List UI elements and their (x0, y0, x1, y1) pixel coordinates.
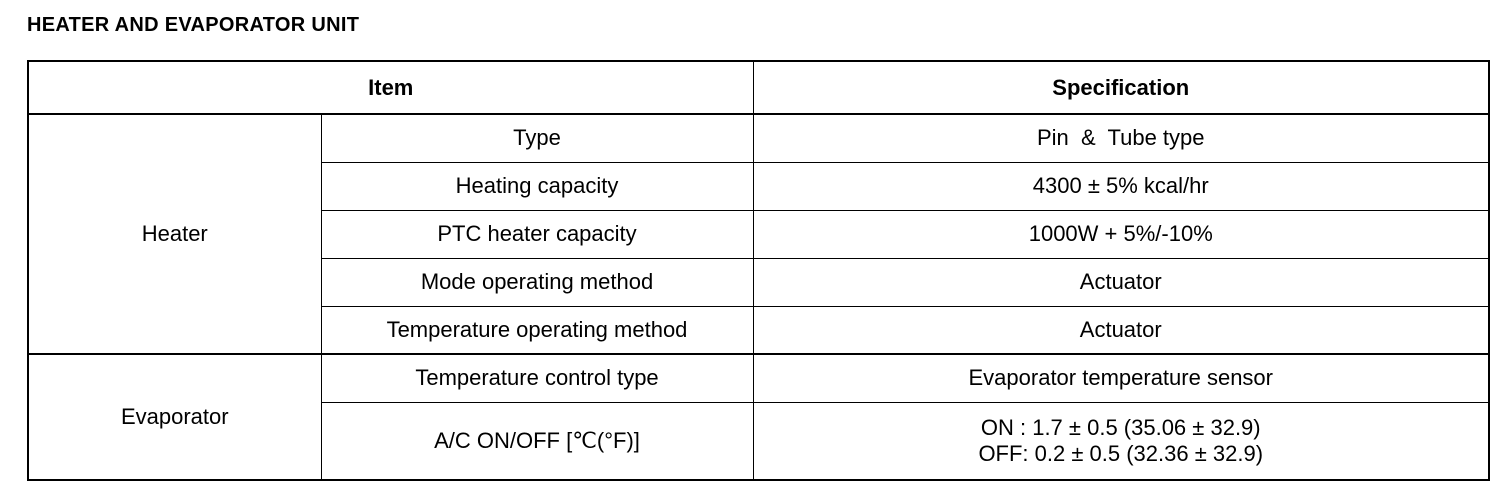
section-title: HEATER AND EVAPORATOR UNIT (27, 14, 360, 36)
item-cell: Temperature control type (320, 353, 754, 403)
item-cell: Heating capacity (320, 161, 754, 211)
item-cell: Type (320, 113, 754, 163)
table-row: Mode operating method Actuator (28, 257, 1490, 307)
group-evaporator: Evaporator (27, 353, 322, 481)
spec-cell: 4300 ± 5% kcal/hr (752, 161, 1490, 211)
item-cell: A/C ON/OFF [℃(°F)] (320, 401, 754, 481)
item-cell: PTC heater capacity (320, 209, 754, 259)
header-item: Item (27, 60, 754, 115)
table-row: A/C ON/OFF [℃(°F)] ON : 1.7 ± 0.5 (35.06… (28, 401, 1490, 481)
spec-line-on: ON : 1.7 ± 0.5 (35.06 ± 32.9) (980, 414, 1261, 440)
item-cell: Temperature operating method (320, 305, 754, 355)
table-row: Heating capacity 4300 ± 5% kcal/hr (28, 161, 1490, 211)
item-cell: Mode operating method (320, 257, 754, 307)
table-row: Heater Type Pin & Tube type (27, 113, 1490, 355)
spec-cell: Pin & Tube type (752, 113, 1490, 163)
spec-cell: ON : 1.7 ± 0.5 (35.06 ± 32.9) OFF: 0.2 ±… (752, 401, 1490, 481)
header-row: Item Specification (27, 60, 1490, 115)
spec-cell: Evaporator temperature sensor (752, 353, 1490, 403)
spec-cell: Actuator (752, 305, 1490, 355)
spec-cell: 1000W + 5%/-10% (752, 209, 1490, 259)
group-heater: Heater (27, 113, 322, 355)
spec-line-off: OFF: 0.2 ± 0.5 (32.36 ± 32.9) (978, 440, 1264, 466)
table-row: Evaporator Temperature control type Evap… (27, 353, 1490, 481)
spec-cell: Actuator (752, 257, 1490, 307)
spec-table: Item Specification Heater Type Pin & Tub… (27, 60, 1490, 481)
header-specification: Specification (752, 60, 1490, 115)
